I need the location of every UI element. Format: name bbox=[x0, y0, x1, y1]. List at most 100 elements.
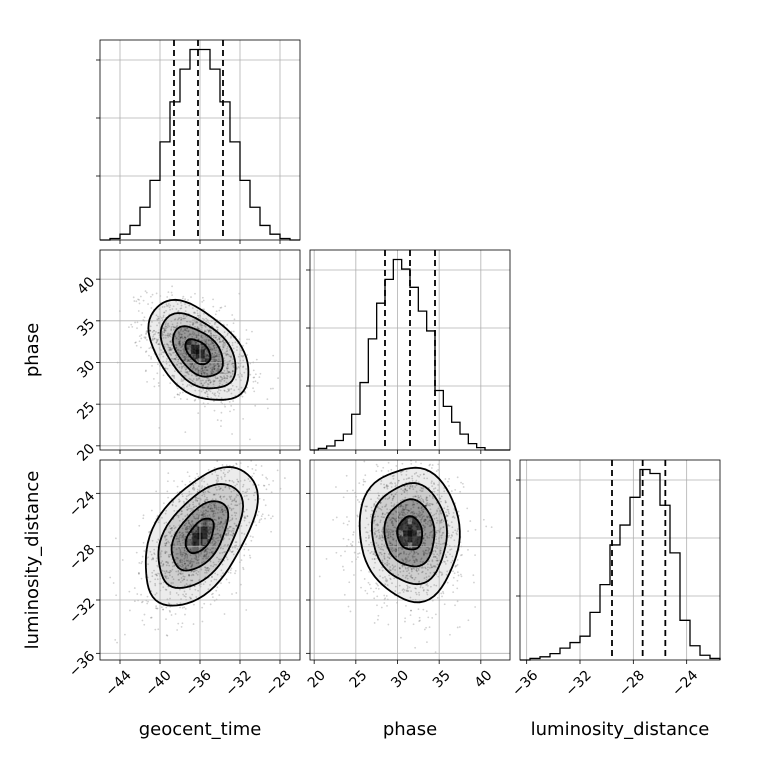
sample-point bbox=[164, 539, 167, 541]
sample-point bbox=[460, 481, 462, 484]
sample-point bbox=[190, 365, 193, 367]
sample-point bbox=[192, 324, 194, 326]
sample-point bbox=[404, 488, 407, 491]
sample-point bbox=[399, 505, 402, 508]
sample-point bbox=[413, 561, 416, 564]
sample-point bbox=[184, 584, 186, 587]
sample-point bbox=[203, 330, 206, 333]
density-pixel bbox=[192, 532, 198, 540]
sample-point bbox=[220, 340, 223, 343]
sample-point bbox=[182, 295, 185, 298]
sample-point bbox=[210, 523, 213, 526]
sample-point bbox=[141, 560, 144, 563]
sample-point bbox=[404, 506, 407, 509]
sample-point bbox=[187, 299, 189, 301]
sample-point bbox=[147, 556, 149, 559]
sample-point bbox=[420, 507, 422, 510]
sample-point bbox=[452, 531, 454, 534]
sample-point bbox=[409, 520, 412, 523]
sample-point bbox=[256, 514, 259, 517]
sample-point bbox=[258, 497, 261, 500]
x-tick-label: −28 bbox=[616, 667, 648, 699]
sample-point bbox=[178, 335, 180, 338]
sample-point bbox=[346, 490, 349, 492]
sample-point bbox=[474, 606, 477, 608]
sample-point bbox=[212, 371, 215, 373]
sample-point bbox=[218, 439, 220, 441]
sample-point bbox=[445, 573, 448, 576]
sample-point bbox=[219, 341, 222, 343]
sample-point bbox=[380, 606, 383, 609]
sample-point bbox=[208, 378, 211, 381]
sample-point bbox=[400, 504, 403, 506]
sample-point bbox=[235, 463, 238, 466]
sample-point bbox=[202, 299, 205, 302]
sample-point bbox=[234, 514, 237, 517]
sample-point bbox=[452, 511, 455, 514]
sample-point bbox=[374, 501, 377, 503]
sample-point bbox=[414, 515, 417, 518]
sample-point bbox=[164, 552, 167, 555]
sample-point bbox=[204, 366, 206, 369]
sample-point bbox=[406, 539, 409, 542]
sample-point bbox=[189, 365, 192, 368]
sample-point bbox=[224, 473, 226, 476]
sample-point bbox=[219, 533, 222, 536]
sample-point bbox=[191, 344, 193, 347]
sample-point bbox=[388, 540, 391, 543]
x-tick-label: −40 bbox=[143, 667, 175, 699]
sample-point bbox=[210, 325, 213, 327]
sample-point bbox=[195, 357, 198, 360]
sample-point bbox=[399, 505, 402, 508]
sample-point bbox=[192, 531, 195, 533]
sample-point bbox=[416, 528, 419, 531]
sample-point bbox=[318, 575, 321, 578]
sample-point bbox=[261, 474, 264, 476]
sample-point bbox=[383, 557, 386, 559]
sample-point bbox=[390, 518, 393, 521]
sample-point bbox=[231, 593, 233, 595]
sample-point bbox=[185, 315, 188, 317]
sample-point bbox=[230, 550, 233, 553]
sample-point bbox=[184, 298, 187, 301]
sample-point bbox=[212, 547, 215, 549]
sample-point bbox=[223, 359, 226, 362]
sample-point bbox=[155, 314, 158, 317]
sample-point bbox=[208, 551, 211, 554]
sample-point bbox=[182, 534, 185, 537]
sample-point bbox=[203, 506, 206, 509]
sample-point bbox=[422, 537, 425, 540]
sample-point bbox=[191, 307, 194, 309]
sample-point bbox=[205, 338, 208, 341]
sample-point bbox=[406, 524, 409, 527]
sample-point bbox=[225, 350, 228, 353]
sample-point bbox=[168, 609, 171, 612]
sample-point bbox=[226, 375, 229, 378]
sample-point bbox=[193, 489, 195, 491]
sample-point bbox=[253, 520, 256, 523]
sample-point bbox=[205, 381, 207, 384]
sample-point bbox=[209, 381, 212, 384]
sample-point bbox=[413, 561, 416, 563]
sample-point bbox=[187, 519, 190, 522]
sample-point bbox=[193, 535, 196, 538]
sample-point bbox=[213, 533, 215, 536]
sample-point bbox=[195, 375, 198, 377]
sample-point bbox=[210, 335, 213, 337]
sample-point bbox=[179, 337, 182, 339]
sample-point bbox=[212, 360, 215, 362]
sample-point bbox=[412, 510, 415, 513]
sample-point bbox=[138, 572, 140, 575]
sample-point bbox=[405, 504, 408, 507]
sample-point bbox=[260, 465, 263, 467]
sample-point bbox=[413, 512, 415, 515]
sample-point bbox=[439, 528, 442, 531]
sample-point bbox=[411, 511, 413, 514]
sample-point bbox=[423, 526, 426, 529]
sample-point bbox=[389, 569, 392, 572]
density-pixel bbox=[202, 539, 208, 546]
sample-point bbox=[190, 350, 193, 353]
sample-point bbox=[412, 555, 415, 558]
sample-point bbox=[240, 355, 243, 357]
sample-point bbox=[187, 359, 190, 362]
